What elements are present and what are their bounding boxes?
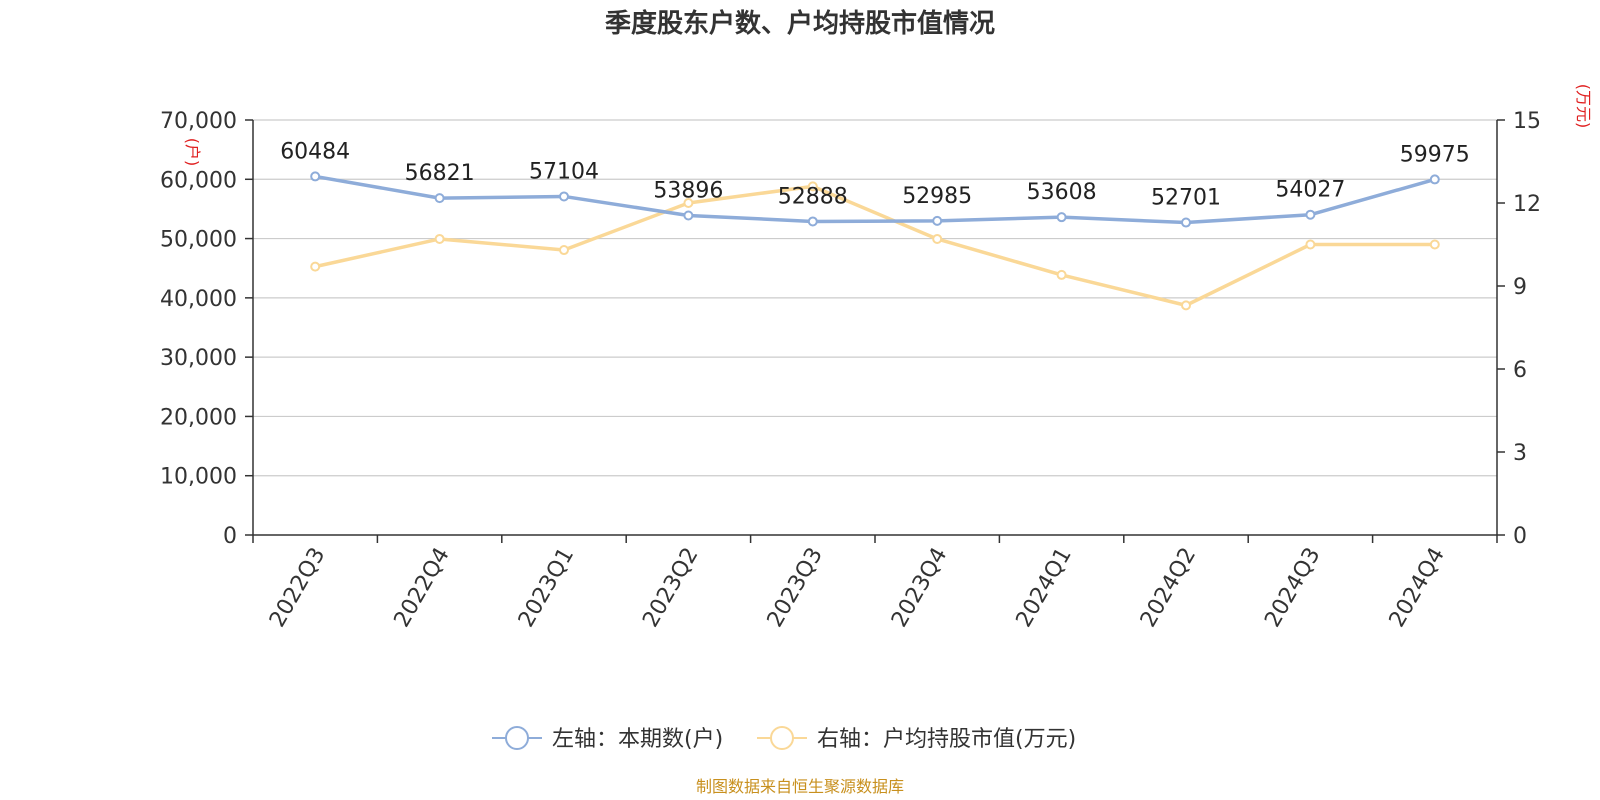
series-0-point bbox=[807, 216, 818, 227]
series-0-point bbox=[1305, 209, 1316, 220]
x-tick-label: 2023Q2 bbox=[638, 544, 703, 632]
right-tick-label: 12 bbox=[1513, 192, 1541, 217]
x-tick-label: 2023Q1 bbox=[514, 544, 579, 632]
left-tick-label: 10,000 bbox=[160, 465, 237, 490]
right-axis-unit: (万元) bbox=[1574, 84, 1593, 129]
series-line-0 bbox=[314, 174, 1436, 225]
series-layer bbox=[310, 171, 1440, 311]
legend-label-1: 右轴：户均持股市值(万元) bbox=[817, 727, 1076, 752]
data-label: 52888 bbox=[778, 184, 848, 209]
x-tick-label: 2024Q1 bbox=[1011, 544, 1076, 632]
series-1-point bbox=[1429, 239, 1440, 250]
x-tick-label: 2022Q3 bbox=[265, 544, 330, 632]
series-0-point bbox=[1181, 217, 1191, 228]
data-label: 60484 bbox=[280, 139, 350, 164]
series-0-point bbox=[559, 191, 569, 202]
left-tick-label: 40,000 bbox=[160, 287, 237, 312]
legend-marker-0 bbox=[505, 726, 529, 750]
series-1-point bbox=[1305, 239, 1316, 250]
series-1-point bbox=[932, 233, 943, 244]
series-1-point bbox=[683, 198, 694, 208]
x-tick-label: 2023Q3 bbox=[763, 544, 828, 632]
x-tick-label: 2024Q3 bbox=[1260, 544, 1325, 632]
data-label: 53896 bbox=[653, 178, 723, 203]
x-tick-label: 2023Q4 bbox=[887, 544, 952, 632]
series-1-point bbox=[310, 261, 321, 272]
series-1-point bbox=[434, 233, 445, 244]
x-tick-label: 2022Q4 bbox=[389, 544, 454, 632]
data-label: 52985 bbox=[902, 184, 972, 209]
x-tick-label: 2024Q2 bbox=[1136, 544, 1201, 632]
data-labels: 60484 56821 57104 53896 52888 52985 53608 52701… bbox=[280, 139, 1470, 210]
series-1-point bbox=[807, 181, 818, 192]
grid bbox=[253, 119, 1497, 477]
legend-marker-1 bbox=[770, 726, 794, 750]
right-tick-label: 15 bbox=[1513, 109, 1541, 134]
series-0-point bbox=[434, 193, 445, 204]
series-1-point bbox=[1056, 269, 1067, 280]
legend: 左轴：本期数(户) 右轴：户均持股市值(万元) bbox=[492, 726, 1076, 752]
right-tick-label: 0 bbox=[1513, 524, 1527, 549]
left-tick-label: 60,000 bbox=[160, 168, 237, 193]
series-0-point bbox=[310, 171, 321, 182]
left-tick-label: 70,000 bbox=[160, 109, 237, 134]
series-0-point bbox=[1429, 174, 1440, 185]
series-1-point bbox=[1181, 300, 1191, 311]
legend-label-0: 左轴：本期数(户) bbox=[552, 727, 723, 752]
left-axis-unit: (户) bbox=[183, 138, 202, 167]
left-tick-label: 0 bbox=[223, 524, 237, 549]
series-line-1 bbox=[314, 184, 1435, 308]
series-0-point bbox=[1056, 212, 1067, 223]
left-tick-label: 20,000 bbox=[160, 405, 237, 430]
data-label: 52701 bbox=[1151, 186, 1221, 211]
right-tick-label: 6 bbox=[1513, 358, 1527, 383]
chart-title: 季度股东户数、户均持股市值情况 bbox=[605, 8, 995, 39]
data-label: 54027 bbox=[1275, 178, 1345, 203]
data-label: 56821 bbox=[405, 161, 475, 186]
series-0-point bbox=[683, 210, 694, 221]
right-tick-label: 3 bbox=[1513, 441, 1527, 466]
left-tick-label: 50,000 bbox=[160, 228, 237, 253]
data-label: 59975 bbox=[1400, 142, 1470, 167]
series-1-point bbox=[559, 245, 569, 256]
source-note: 制图数据来自恒生聚源数据库 bbox=[696, 777, 904, 796]
left-tick-label: 30,000 bbox=[160, 346, 237, 371]
right-tick-label: 9 bbox=[1513, 275, 1527, 300]
data-label: 57104 bbox=[529, 159, 599, 184]
series-0-point bbox=[932, 215, 943, 226]
x-tick-label: 2024Q4 bbox=[1385, 544, 1450, 632]
data-label: 53608 bbox=[1027, 180, 1097, 205]
